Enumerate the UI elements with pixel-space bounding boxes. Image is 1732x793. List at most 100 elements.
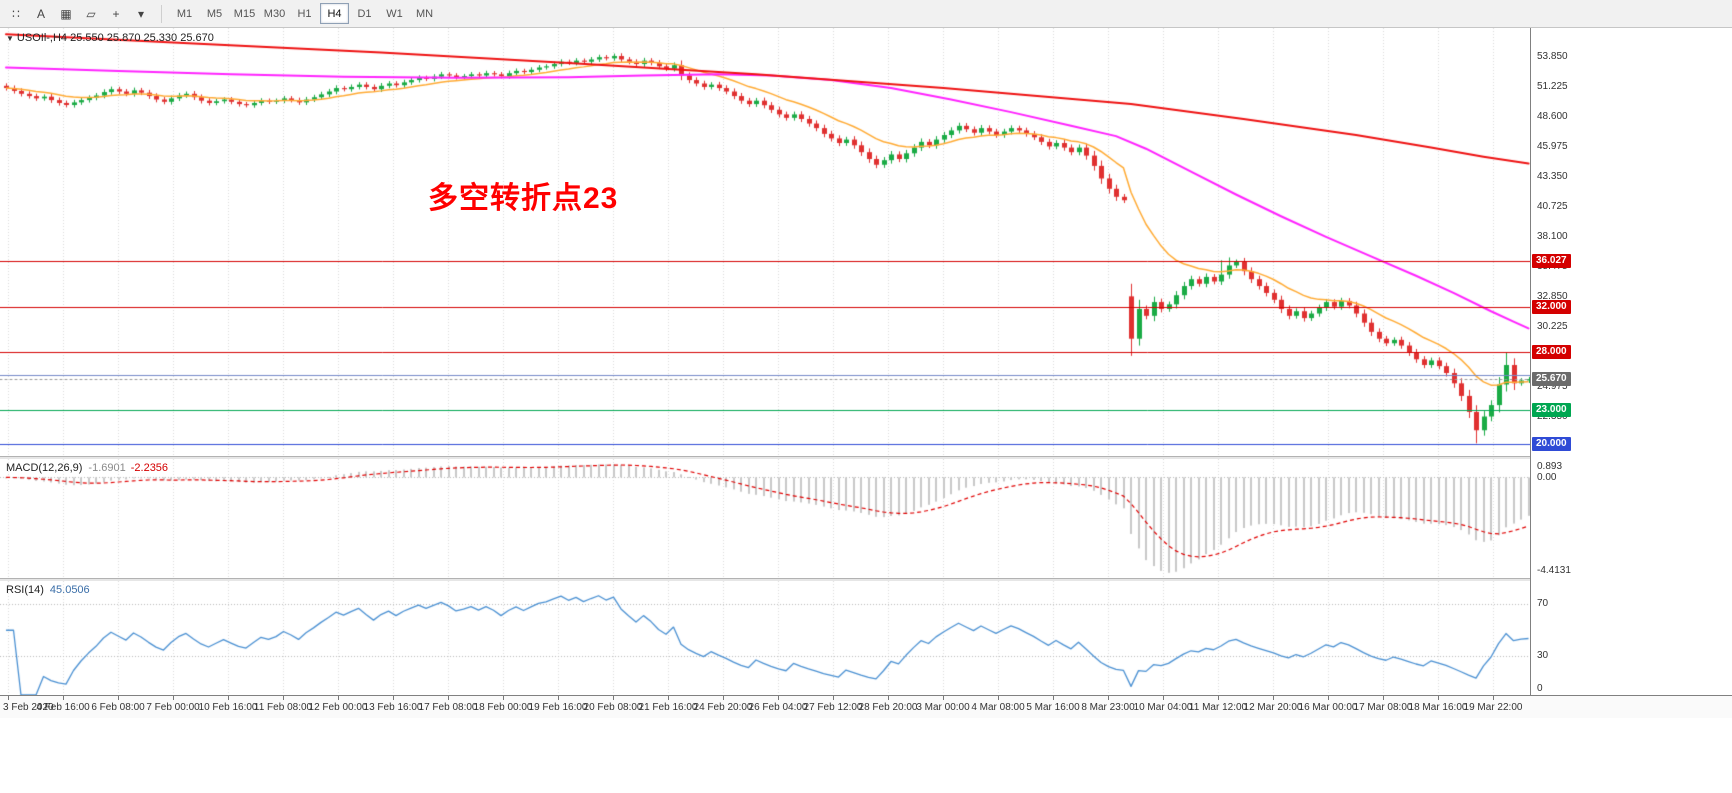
time-axis-label: 3 Mar 00:00 [916, 702, 970, 713]
rsi-name: RSI(14) [6, 584, 44, 596]
time-axis-label: 7 Feb 00:00 [146, 702, 200, 713]
time-tick [8, 696, 9, 700]
objects-tool-icon[interactable]: ▱ [86, 6, 96, 21]
time-axis-label: 24 Feb 20:00 [693, 702, 753, 713]
rsi-axis-label: 0 [1537, 683, 1543, 694]
timeframe-button-M15[interactable]: M15 [233, 7, 256, 20]
rsi-axis-label: 70 [1537, 598, 1549, 610]
rsi-value: 45.0506 [49, 584, 90, 596]
time-tick [1328, 696, 1329, 700]
time-tick [613, 696, 614, 700]
timeframe-button-H1[interactable]: H1 [297, 7, 312, 20]
macd-label: MACD(12,26,9) -1.6901 -2.2356 [6, 462, 168, 474]
timeframe-button-M5[interactable]: M5 [206, 7, 223, 20]
time-tick [448, 696, 449, 700]
price-axis-label: 32.850 [1537, 290, 1568, 302]
time-axis-label: 16 Mar 00:00 [1298, 702, 1358, 713]
timeframe-button-D1[interactable]: D1 [357, 7, 372, 20]
time-tick [63, 696, 64, 700]
time-tick [723, 696, 724, 700]
time-tick [1273, 696, 1274, 700]
time-axis-label: 10 Feb 16:00 [198, 702, 258, 713]
time-tick [998, 696, 999, 700]
chart-grip-icon[interactable]: ∷ [12, 6, 20, 21]
chart-annotation[interactable]: 多空转折点23 [428, 182, 619, 215]
price-axis-label: 48.600 [1537, 110, 1568, 122]
symbol-ohlc-text: USOIl-,H4 25.550 25.870 25.330 25.670 [16, 32, 214, 44]
macd-signal-value: -2.2356 [130, 462, 169, 474]
main-chart-panel: ▼ USOIl-,H4 25.550 25.870 25.330 25.670 多… [0, 28, 1530, 456]
price-scale[interactable]: 53.850 51.225 48.600 45.975 43.350 40.725 38.1… [1530, 28, 1732, 695]
more-dropdown-icon[interactable]: ▾ [137, 6, 145, 21]
time-tick [393, 696, 394, 700]
drawing-tools-group: ∷ A ▦ ▱ + ▾ [4, 3, 153, 25]
time-axis-label: 10 Mar 04:00 [1133, 702, 1193, 713]
price-tag-23.000: 23.000 [1532, 402, 1571, 417]
time-axis-label: 19 Mar 22:00 [1463, 702, 1523, 713]
macd-name: MACD(12,26,9) [6, 462, 83, 474]
time-tick [503, 696, 504, 700]
rsi-axis-label: 30 [1537, 650, 1549, 662]
time-tick [1438, 696, 1439, 700]
price-axis-label: 43.350 [1537, 170, 1568, 182]
time-axis-label: 6 Feb 08:00 [91, 702, 145, 713]
time-axis-label: 11 Feb 08:00 [253, 702, 313, 713]
chart-window: ▼ USOIl-,H4 25.550 25.870 25.330 25.670 多… [0, 28, 1732, 718]
time-axis[interactable]: 3 Feb 2020 4 Feb 16:00 6 Feb 08:00 7 Feb 00… [0, 695, 1732, 718]
timeframe-button-M1[interactable]: M1 [176, 7, 193, 20]
time-tick [833, 696, 834, 700]
time-axis-label: 4 Feb 16:00 [36, 702, 90, 713]
time-tick [1218, 696, 1219, 700]
timeframe-button-H4[interactable]: H4 [320, 3, 349, 24]
time-axis-label: 4 Mar 08:00 [971, 702, 1025, 713]
time-axis-label: 17 Feb 08:00 [418, 702, 478, 713]
time-axis-label: 21 Feb 16:00 [638, 702, 698, 713]
symbol-info: ▼ USOIl-,H4 25.550 25.870 25.330 25.670 [6, 32, 214, 44]
time-axis-label: 26 Feb 04:00 [748, 702, 808, 713]
price-axis-label: 38.100 [1537, 230, 1568, 242]
text-tool-icon[interactable]: A [36, 6, 45, 21]
price-axis-label: 40.725 [1537, 200, 1568, 212]
time-tick [118, 696, 119, 700]
macd-main-value: -1.6901 [88, 462, 126, 474]
time-tick [888, 696, 889, 700]
rsi-panel: RSI(14) 45.0506 [0, 581, 1530, 695]
price-axis-label: 53.850 [1537, 50, 1568, 62]
time-axis-label: 28 Feb 20:00 [858, 702, 918, 713]
time-tick [228, 696, 229, 700]
macd-canvas[interactable] [0, 459, 1530, 578]
timeframe-button-M30[interactable]: M30 [263, 7, 286, 20]
time-axis-label: 18 Mar 16:00 [1408, 702, 1468, 713]
macd-axis-label: -4.4131 [1537, 565, 1571, 576]
macd-axis-label: 0.893 [1537, 461, 1563, 472]
toolbar-separator [161, 4, 162, 23]
time-tick [1493, 696, 1494, 700]
time-tick [558, 696, 559, 700]
toolbar: ∷ A ▦ ▱ + ▾ M1 M5 M15 M30 H1 H4 D1 W1 MN [0, 0, 1732, 28]
time-axis-label: 20 Feb 08:00 [583, 702, 643, 713]
time-axis-label: 27 Feb 12:00 [803, 702, 863, 713]
macd-panel: MACD(12,26,9) -1.6901 -2.2356 [0, 459, 1530, 578]
rsi-label: RSI(14) 45.0506 [6, 584, 90, 596]
time-axis-label: 3 Feb 2020 [3, 702, 54, 713]
time-axis-label: 17 Mar 08:00 [1353, 702, 1413, 713]
time-tick [668, 696, 669, 700]
time-axis-label: 8 Mar 23:00 [1081, 702, 1135, 713]
price-tag-20.000: 20.000 [1532, 436, 1571, 451]
price-axis-label: 30.225 [1537, 320, 1568, 332]
shapes-tool-icon[interactable]: ▦ [60, 6, 72, 21]
time-tick [778, 696, 779, 700]
time-axis-label: 19 Feb 16:00 [528, 702, 588, 713]
main-chart-canvas[interactable] [0, 28, 1530, 456]
price-tag-32.000: 32.000 [1532, 299, 1571, 314]
time-tick [1383, 696, 1384, 700]
timeframe-button-MN[interactable]: MN [415, 7, 434, 20]
rsi-canvas[interactable] [0, 581, 1530, 695]
price-axis-label: 45.975 [1537, 140, 1568, 152]
symbol-dropdown-icon[interactable]: ▼ [6, 34, 14, 43]
timeframe-button-W1[interactable]: W1 [386, 7, 403, 20]
price-tag-28.000: 28.000 [1532, 345, 1571, 360]
time-tick [943, 696, 944, 700]
time-axis-label: 5 Mar 16:00 [1026, 702, 1080, 713]
crosshair-tool-icon[interactable]: + [112, 6, 120, 21]
